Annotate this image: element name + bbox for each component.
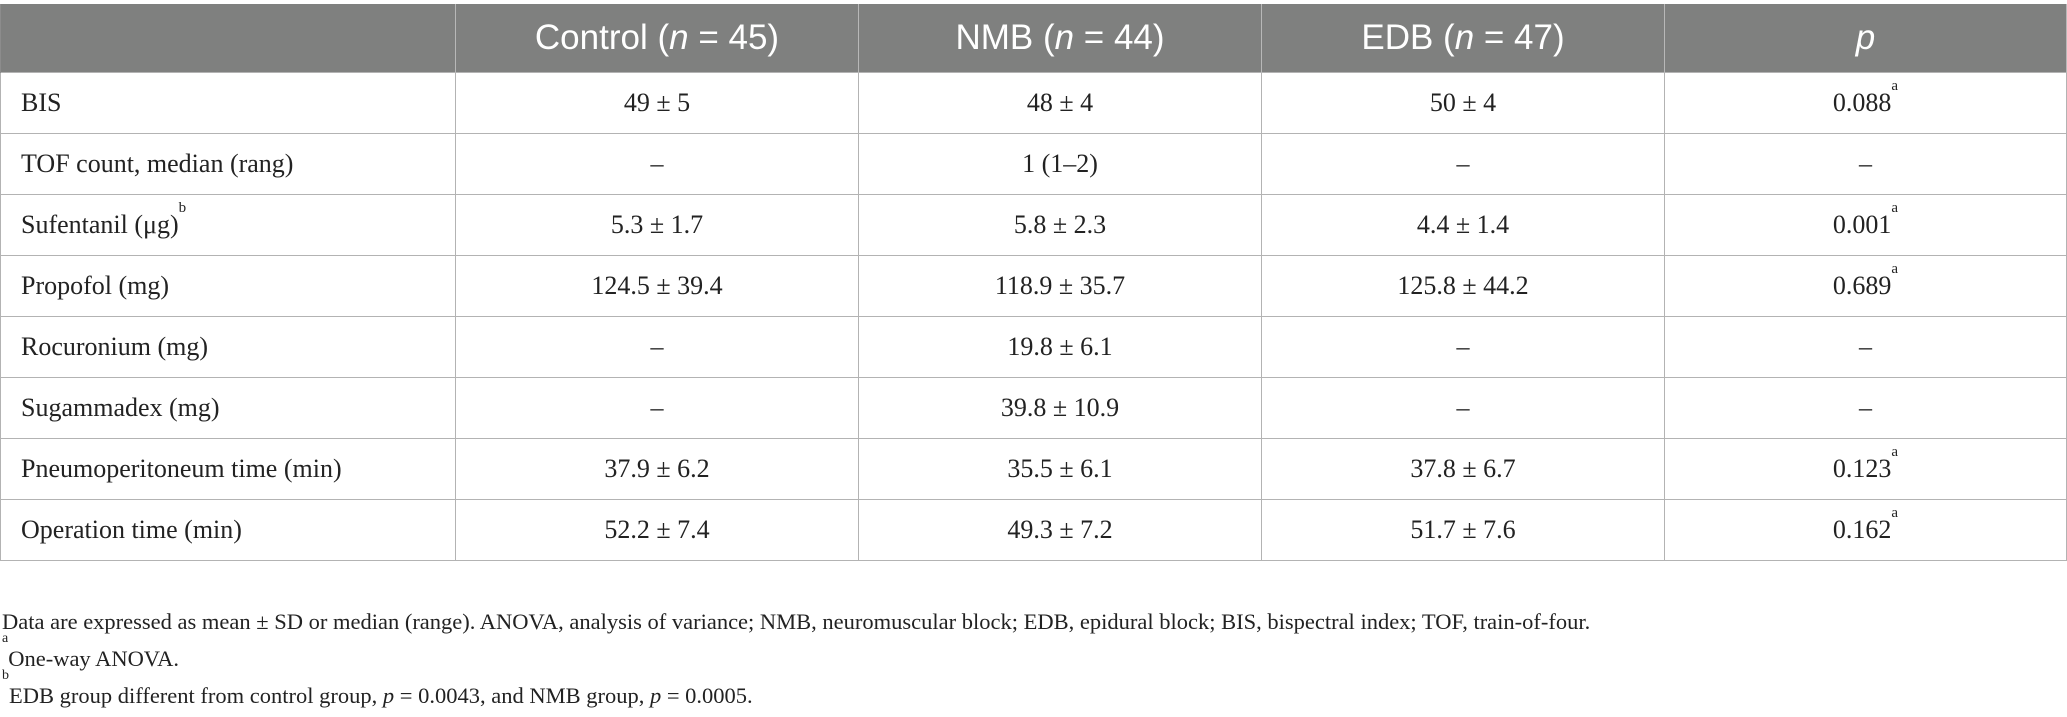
cell-nmb: 19.8 ± 6.1	[858, 316, 1262, 378]
row-label: Sugammadex (mg)	[0, 377, 456, 439]
cell-edb: 50 ± 4	[1261, 72, 1665, 134]
header-control: Control (n = 45)	[455, 4, 859, 73]
cell-control: –	[455, 133, 859, 195]
cell-p-value: 0.001	[1832, 210, 1892, 239]
table-header-row: Control (n = 45) NMB (n = 44) EDB (n = 4…	[0, 4, 2067, 73]
cell-p-value: 0.088	[1832, 88, 1892, 117]
cell-control: 49 ± 5	[455, 72, 859, 134]
row-label-text: Pneumoperitoneum time (min)	[21, 454, 342, 483]
header-control-name: Control (	[534, 18, 670, 57]
row-label: TOF count, median (rang)	[0, 133, 456, 195]
row-label-text: Sugammadex (mg)	[21, 393, 220, 422]
cell-p: 0.689a	[1664, 255, 2067, 317]
cell-p-value: 0.162	[1832, 515, 1892, 544]
cell-p-footnote: a	[1891, 78, 1899, 94]
cell-p-value: –	[1859, 332, 1872, 361]
footnote-b: bEDB group different from control group,…	[2, 669, 2062, 714]
footnote-b-p2-val: = 0.0005.	[661, 683, 753, 708]
row-label-text: TOF count, median (rang)	[21, 149, 294, 178]
header-control-count: = 45)	[688, 18, 780, 57]
cell-control: 37.9 ± 6.2	[455, 438, 859, 500]
cell-nmb: 1 (1–2)	[858, 133, 1262, 195]
cell-p-value: –	[1859, 149, 1872, 178]
row-label: Pneumoperitoneum time (min)	[0, 438, 456, 500]
cell-p: 0.123a	[1664, 438, 2067, 500]
table-row: Sugammadex (mg) – 39.8 ± 10.9 – –	[0, 377, 2067, 439]
results-table: Control (n = 45) NMB (n = 44) EDB (n = 4…	[0, 4, 2067, 561]
row-label-text: BIS	[21, 88, 62, 117]
cell-edb: –	[1261, 133, 1665, 195]
table-row: Operation time (min) 52.2 ± 7.4 49.3 ± 7…	[0, 499, 2067, 561]
cell-edb: 37.8 ± 6.7	[1261, 438, 1665, 500]
header-control-n: n	[669, 18, 689, 57]
cell-edb: 51.7 ± 7.6	[1261, 499, 1665, 561]
table-footnotes: Data are expressed as mean ± SD or media…	[2, 603, 2062, 714]
header-p-value: p	[1664, 4, 2067, 73]
row-label: Rocuronium (mg)	[0, 316, 456, 378]
row-label-text: Operation time (min)	[21, 515, 242, 544]
cell-edb: –	[1261, 377, 1665, 439]
cell-control: –	[455, 316, 859, 378]
table-row: Pneumoperitoneum time (min) 37.9 ± 6.2 3…	[0, 438, 2067, 500]
header-blank	[0, 4, 456, 73]
cell-p-value: 0.689	[1832, 271, 1892, 300]
cell-p-footnote: a	[1891, 505, 1899, 521]
header-edb: EDB (n = 47)	[1261, 4, 1665, 73]
cell-control: 124.5 ± 39.4	[455, 255, 859, 317]
cell-p-value: 0.123	[1832, 454, 1892, 483]
table-row: Rocuronium (mg) – 19.8 ± 6.1 – –	[0, 316, 2067, 378]
cell-p-footnote: a	[1891, 261, 1899, 277]
cell-p: 0.001a	[1664, 194, 2067, 256]
cell-p: 0.162a	[1664, 499, 2067, 561]
cell-edb: 4.4 ± 1.4	[1261, 194, 1665, 256]
table-row: Sufentanil (μg)b 5.3 ± 1.7 5.8 ± 2.3 4.4…	[0, 194, 2067, 256]
footnote-main: Data are expressed as mean ± SD or media…	[2, 609, 1591, 634]
cell-nmb: 35.5 ± 6.1	[858, 438, 1262, 500]
footnote-b-text: EDB group different from control group,	[9, 683, 383, 708]
footnote-a: aOne-way ANOVA.	[2, 632, 2062, 677]
cell-control: 5.3 ± 1.7	[455, 194, 859, 256]
footnote-b-p1-val: = 0.0043, and NMB group,	[394, 683, 650, 708]
header-nmb-count: = 44)	[1074, 18, 1165, 57]
cell-edb: –	[1261, 316, 1665, 378]
cell-p-footnote: a	[1891, 444, 1899, 460]
row-label-text: Rocuronium (mg)	[21, 332, 209, 361]
table-row: BIS 49 ± 5 48 ± 4 50 ± 4 0.088a	[0, 72, 2067, 134]
footnote-a-mark: a	[2, 631, 9, 646]
cell-p-value: –	[1859, 393, 1872, 422]
cell-nmb: 49.3 ± 7.2	[858, 499, 1262, 561]
header-edb-n: n	[1454, 18, 1475, 57]
row-label: Operation time (min)	[0, 499, 456, 561]
cell-nmb: 5.8 ± 2.3	[858, 194, 1262, 256]
cell-control: 52.2 ± 7.4	[455, 499, 859, 561]
footnote-b-p2-var: p	[649, 683, 662, 708]
row-label: BIS	[0, 72, 456, 134]
cell-nmb: 48 ± 4	[858, 72, 1262, 134]
cell-nmb: 118.9 ± 35.7	[858, 255, 1262, 317]
row-label-footnote: b	[178, 200, 187, 216]
footnote-b-p1-var: p	[382, 683, 395, 708]
cell-p-footnote: a	[1891, 200, 1899, 216]
footnote-a-text: One-way ANOVA.	[8, 646, 180, 671]
row-label-text: Sufentanil (μg)	[21, 210, 179, 239]
cell-control: –	[455, 377, 859, 439]
table-row: Propofol (mg) 124.5 ± 39.4 118.9 ± 35.7 …	[0, 255, 2067, 317]
header-nmb-name: NMB (	[955, 18, 1055, 57]
cell-edb: 125.8 ± 44.2	[1261, 255, 1665, 317]
table-row: TOF count, median (rang) – 1 (1–2) – –	[0, 133, 2067, 195]
header-edb-count: = 47)	[1474, 18, 1565, 57]
header-p-label: p	[1855, 18, 1876, 57]
row-label: Sufentanil (μg)b	[0, 194, 456, 256]
row-label-text: Propofol (mg)	[21, 271, 170, 300]
header-edb-name: EDB (	[1361, 18, 1455, 57]
cell-p: –	[1664, 316, 2067, 378]
footnote-b-mark: b	[2, 668, 9, 683]
cell-p: –	[1664, 377, 2067, 439]
header-nmb-n: n	[1054, 18, 1075, 57]
row-label: Propofol (mg)	[0, 255, 456, 317]
cell-p: –	[1664, 133, 2067, 195]
cell-nmb: 39.8 ± 10.9	[858, 377, 1262, 439]
cell-p: 0.088a	[1664, 72, 2067, 134]
header-nmb: NMB (n = 44)	[858, 4, 1262, 73]
